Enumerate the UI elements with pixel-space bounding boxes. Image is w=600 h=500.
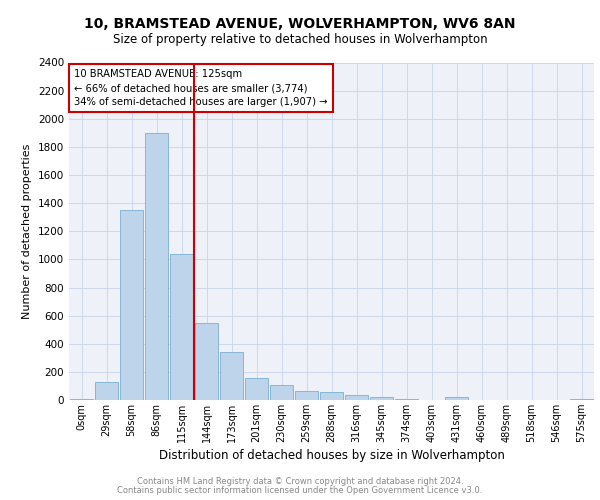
Text: 10 BRAMSTEAD AVENUE: 125sqm
← 66% of detached houses are smaller (3,774)
34% of : 10 BRAMSTEAD AVENUE: 125sqm ← 66% of det… <box>74 69 328 108</box>
Text: Contains public sector information licensed under the Open Government Licence v3: Contains public sector information licen… <box>118 486 482 495</box>
Y-axis label: Number of detached properties: Number of detached properties <box>22 144 32 319</box>
Bar <box>145 133 168 400</box>
Bar <box>345 395 368 400</box>
Bar <box>570 398 593 400</box>
Bar <box>95 382 118 400</box>
Bar <box>245 378 268 400</box>
Text: Size of property relative to detached houses in Wolverhampton: Size of property relative to detached ho… <box>113 32 487 46</box>
Bar <box>320 392 343 400</box>
Bar <box>295 391 318 400</box>
Text: Contains HM Land Registry data © Crown copyright and database right 2024.: Contains HM Land Registry data © Crown c… <box>137 477 463 486</box>
Text: 10, BRAMSTEAD AVENUE, WOLVERHAMPTON, WV6 8AN: 10, BRAMSTEAD AVENUE, WOLVERHAMPTON, WV6… <box>84 18 516 32</box>
Bar <box>70 398 93 400</box>
Bar <box>370 397 393 400</box>
Bar <box>170 254 193 400</box>
Bar <box>395 398 418 400</box>
X-axis label: Distribution of detached houses by size in Wolverhampton: Distribution of detached houses by size … <box>158 449 505 462</box>
Bar <box>220 352 243 400</box>
Bar <box>120 210 143 400</box>
Bar <box>270 384 293 400</box>
Bar <box>195 322 218 400</box>
Bar <box>445 397 468 400</box>
